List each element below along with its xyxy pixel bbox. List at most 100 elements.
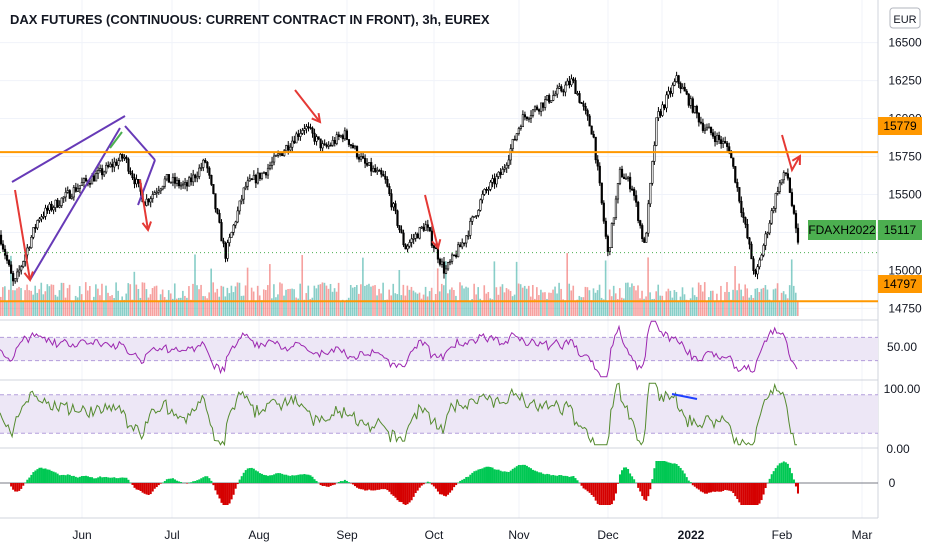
candle-body [235,222,237,225]
volume-bar [597,290,599,316]
volume-bar [95,284,97,316]
candle-body [111,164,113,167]
histogram-bar [91,477,93,483]
candle [8,259,10,267]
histogram-bar [218,483,220,498]
candle [178,178,180,188]
candle-body [354,146,356,148]
histogram-bar [441,483,443,495]
histogram-bar [178,481,180,483]
volume-bar [625,283,627,316]
volume-bar [174,283,176,316]
candle [639,220,641,229]
candle-body [8,260,10,264]
histogram-bar [255,470,257,483]
histogram-bar [453,483,455,487]
histogram-bar [12,483,14,490]
candle [269,162,271,171]
candle-body [233,225,235,232]
candle [611,222,613,247]
histogram-bar [459,481,461,483]
volume-bar [684,294,686,316]
histogram-bar [95,478,97,483]
candle [775,193,777,213]
candle-body [385,176,387,179]
candle-body [506,165,508,168]
candle-body [761,255,763,260]
histogram-bar [427,482,429,483]
candle-body [237,211,239,222]
candle-body [461,243,463,247]
histogram-bar [225,483,227,505]
candle [637,201,639,223]
histogram-bar [645,483,647,501]
candle [211,175,213,186]
candle-body [275,155,277,156]
volume-bar [542,292,544,316]
candle [692,96,694,113]
volume-bar [77,297,79,316]
histogram-bar [77,478,79,483]
volume-bar [439,291,441,316]
candle [577,91,579,96]
candle [761,253,763,260]
candle [103,171,105,177]
candle [318,136,320,140]
histogram-bar [461,480,463,483]
volume-bar [795,293,797,316]
candle-body [51,204,53,210]
candle-body [755,271,757,274]
candle [320,139,322,151]
candle-body [700,122,702,123]
histogram-bar [131,483,133,485]
histogram-bar [704,483,706,494]
candle [51,201,53,212]
candle [453,254,455,256]
candle [753,256,755,275]
candle [461,239,463,250]
candle [623,174,625,180]
histogram-bar [320,483,322,485]
histogram-bar [607,483,609,505]
candle [536,105,538,111]
volume-bar [269,264,271,316]
candle-body [310,127,312,128]
candle-body [122,154,124,158]
candle [59,200,61,208]
candle [174,173,176,189]
candle-body [763,245,765,255]
candle [41,214,43,222]
volume-bar [73,302,75,316]
candle [486,187,488,193]
volume-bar [785,294,787,316]
candle-body [263,172,265,173]
candle-body [453,255,455,256]
candle [765,231,767,250]
candle-body [656,118,658,146]
candle [111,159,113,172]
volume-bar [514,295,516,316]
candle [162,186,164,191]
histogram-bar [220,483,222,503]
histogram-bar [720,483,722,492]
candle [650,183,652,207]
histogram-bar [775,468,777,483]
volume-bar [609,289,611,316]
candle [113,157,115,171]
volume-bar [214,292,216,316]
volume-bar [249,302,251,316]
histogram-bar [587,483,589,491]
candle-body [340,136,342,137]
candle-body [421,227,423,228]
candle [385,171,387,184]
candle [184,178,186,189]
candle [107,161,109,168]
histogram-bar [492,468,494,483]
candle [221,219,223,241]
candle-body [364,158,366,163]
histogram-bar [186,483,188,484]
candle [340,135,342,138]
histogram-bar [152,483,154,492]
currency-button[interactable]: EUR [890,8,920,28]
